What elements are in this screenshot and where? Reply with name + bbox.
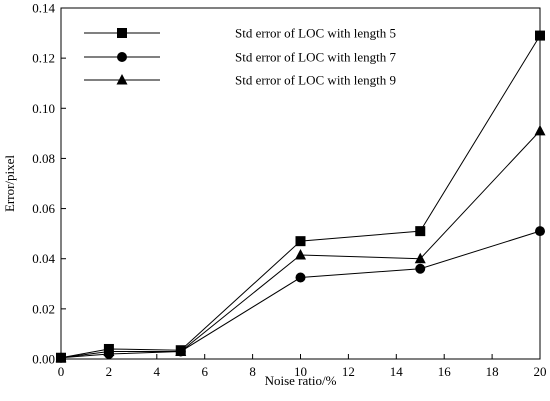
y-axis-title: Error/pixel bbox=[2, 155, 17, 212]
data-point bbox=[535, 30, 545, 41]
series-group bbox=[55, 30, 546, 363]
x-tick-label: 14 bbox=[390, 364, 404, 379]
legend-item-2: Std error of LOC with length 7 bbox=[84, 50, 397, 65]
x-tick-label: 2 bbox=[106, 364, 113, 379]
y-tick-label: 0.14 bbox=[32, 1, 55, 16]
x-tick-label: 12 bbox=[342, 364, 355, 379]
data-point bbox=[55, 351, 67, 363]
x-tick-label: 8 bbox=[249, 364, 256, 379]
data-point bbox=[103, 345, 115, 356]
data-point bbox=[415, 226, 426, 237]
data-point bbox=[295, 236, 306, 247]
y-tick-label: 0.10 bbox=[32, 101, 55, 116]
legend-label: Std error of LOC with length 7 bbox=[235, 50, 397, 65]
x-tick-label: 4 bbox=[154, 364, 161, 379]
data-point bbox=[535, 226, 545, 237]
y-tick-label: 0.00 bbox=[32, 352, 55, 367]
data-point bbox=[534, 124, 546, 136]
data-point bbox=[414, 252, 426, 264]
y-tick-label: 0.08 bbox=[32, 151, 55, 166]
x-tick-label: 6 bbox=[201, 364, 208, 379]
x-axis-title: Noise ratio/% bbox=[265, 373, 337, 388]
x-tick-label: 10 bbox=[294, 364, 307, 379]
x-tick-label: 20 bbox=[534, 364, 547, 379]
series-line bbox=[60, 230, 541, 359]
data-point bbox=[295, 248, 306, 260]
series-line bbox=[60, 35, 541, 359]
legend-item-1: Std error of LOC with length 5 bbox=[84, 26, 396, 41]
data-point bbox=[175, 345, 187, 356]
y-tick-label: 0.02 bbox=[32, 301, 55, 316]
legend-marker bbox=[116, 74, 128, 85]
legend-item-3: Std error of LOC with length 9 bbox=[84, 73, 396, 88]
y-tick-label: 0.04 bbox=[32, 251, 55, 266]
legend-marker bbox=[117, 28, 127, 38]
x-tick-label: 18 bbox=[486, 364, 499, 379]
data-point bbox=[295, 272, 306, 283]
y-tick-label: 0.12 bbox=[32, 51, 55, 66]
series-3 bbox=[55, 124, 546, 363]
x-tick-label: 0 bbox=[58, 364, 65, 379]
y-tick-label: 0.06 bbox=[32, 201, 55, 216]
legend-label: Std error of LOC with length 9 bbox=[235, 73, 396, 88]
x-tick-label: 16 bbox=[438, 364, 452, 379]
data-point bbox=[415, 263, 426, 274]
series-2 bbox=[56, 226, 545, 363]
series-line bbox=[60, 130, 541, 359]
legend-label: Std error of LOC with length 5 bbox=[235, 26, 396, 41]
x-axis: 0 2 4 6 8 10 12 14 16 18 20 bbox=[58, 354, 547, 379]
legend: Std error of LOC with length 5 Std error … bbox=[84, 26, 397, 88]
legend-marker bbox=[117, 52, 127, 62]
y-axis: 0.00 0.02 0.04 0.06 0.08 0.10 0.12 0.14 bbox=[32, 1, 66, 367]
